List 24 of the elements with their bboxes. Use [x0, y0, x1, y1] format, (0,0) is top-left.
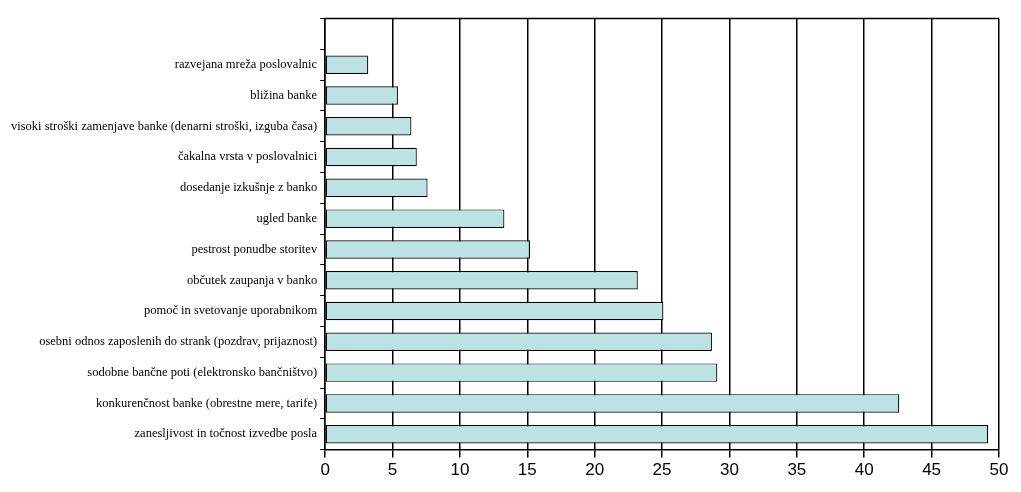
- x-tick-label: 50: [989, 460, 1009, 480]
- x-tick-label: 10: [450, 460, 470, 480]
- x-tick-label: 20: [585, 460, 605, 480]
- x-tick-label: 0: [320, 460, 330, 480]
- y-tick-label: pestrost ponudbe storitev: [191, 241, 318, 256]
- y-tick-label: osebni odnos zaposlenih do strank (pozdrav, prijaznost): [39, 334, 318, 349]
- y-tick-label: pomoč in svetovanje uporabnikom: [143, 303, 318, 318]
- y-tick-label: dosedanje izkušnje z banko: [180, 180, 318, 195]
- x-tick-label: 25: [652, 460, 672, 480]
- y-tick-label: občutek zaupanja v banko: [186, 272, 318, 287]
- x-tick-label: 40: [854, 460, 874, 480]
- y-tick-label: čakalna vrsta v poslovalnici: [177, 149, 318, 164]
- x-tick-label: 15: [517, 460, 537, 480]
- x-tick-label: 5: [387, 460, 398, 480]
- y-tick-label: konkurenčnost banke (obrestne mere, tarife): [96, 395, 318, 410]
- x-tick-label: 30: [720, 460, 739, 480]
- y-tick-label: ugled banke: [256, 210, 318, 225]
- y-tick-label: bližina banke: [250, 87, 318, 102]
- y-tick-label: visoki stroški zamenjave banke (denarni stroški, izguba časa): [11, 118, 318, 133]
- y-tick-label: zanesljivost in točnost izvedbe posla: [134, 426, 318, 441]
- x-tick-label: 35: [787, 460, 807, 480]
- y-tick-label: sodobne bančne poti (elektronsko bančništvo): [87, 364, 318, 379]
- x-tick-label: 45: [922, 460, 942, 480]
- y-tick-label: razvejana mreža poslovalnic: [174, 56, 318, 71]
